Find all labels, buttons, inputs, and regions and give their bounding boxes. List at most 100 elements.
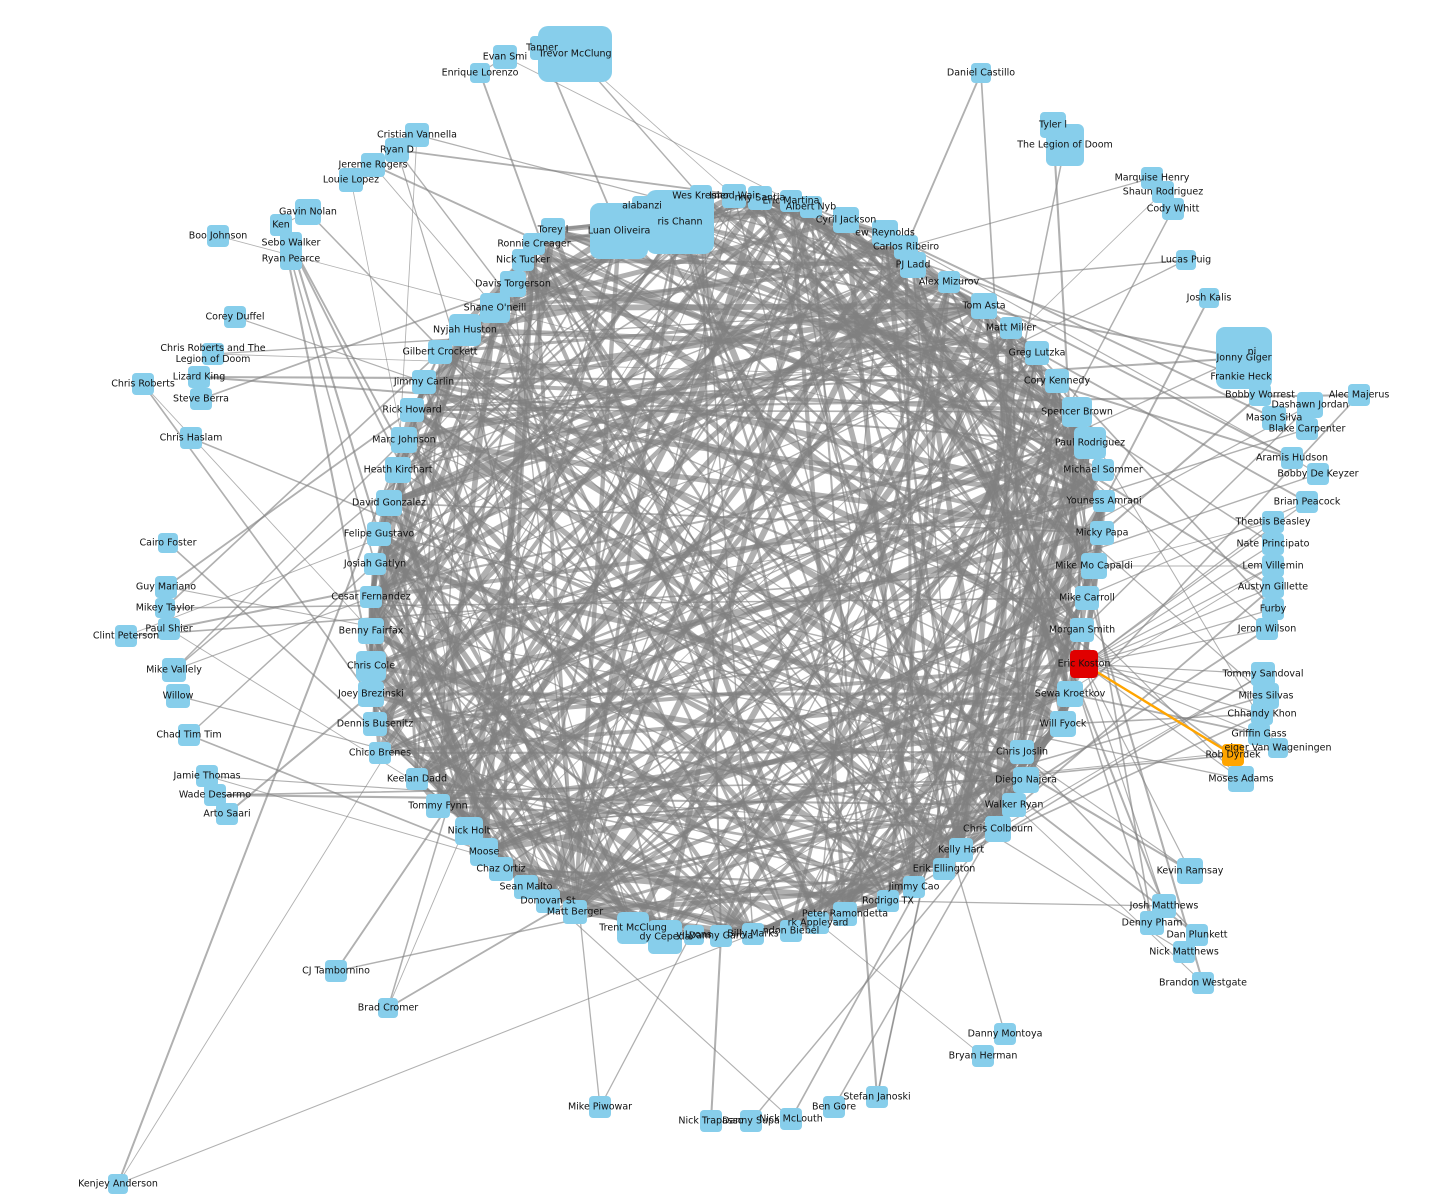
graph-node[interactable] [1045, 369, 1069, 393]
graph-node[interactable] [1262, 406, 1286, 430]
graph-node[interactable] [1062, 397, 1092, 427]
graph-node[interactable] [833, 207, 859, 233]
graph-node[interactable] [700, 1110, 722, 1132]
graph-node[interactable] [742, 923, 764, 945]
graph-node[interactable] [207, 225, 229, 247]
graph-node[interactable] [500, 271, 526, 297]
graph-node[interactable] [1090, 521, 1114, 545]
graph-node[interactable] [872, 220, 898, 246]
graph-node[interactable] [166, 684, 190, 708]
graph-node[interactable] [1256, 618, 1278, 640]
graph-node[interactable] [823, 1096, 845, 1118]
graph-node[interactable] [155, 598, 175, 618]
graph-node[interactable] [1057, 681, 1083, 707]
graph-node[interactable] [617, 912, 649, 944]
graph-node[interactable] [204, 784, 226, 806]
graph-node[interactable] [1173, 941, 1195, 963]
graph-node[interactable] [985, 816, 1011, 842]
graph-node[interactable] [938, 271, 960, 293]
graph-node[interactable] [780, 190, 802, 212]
graph-node[interactable] [378, 998, 398, 1018]
graph-node[interactable] [1297, 392, 1323, 418]
graph-node[interactable] [1192, 972, 1214, 994]
graph-node[interactable] [470, 63, 490, 83]
graph-node[interactable] [972, 1045, 994, 1067]
graph-node[interactable] [1245, 345, 1259, 359]
graph-node[interactable] [971, 293, 997, 319]
graph-node[interactable] [1186, 924, 1208, 946]
graph-node[interactable] [710, 925, 732, 947]
graph-node[interactable] [690, 185, 712, 207]
graph-node[interactable] [428, 340, 452, 364]
graph-node[interactable] [1176, 250, 1196, 270]
graph-node[interactable] [780, 920, 802, 942]
graph-node[interactable] [512, 249, 534, 271]
graph-node[interactable] [1262, 511, 1284, 533]
graph-node[interactable] [632, 196, 652, 216]
graph-node[interactable] [449, 314, 481, 346]
graph-node[interactable] [180, 427, 202, 449]
graph-node[interactable] [684, 925, 704, 945]
graph-node[interactable] [1046, 124, 1084, 166]
graph-node[interactable] [1140, 911, 1164, 935]
graph-node[interactable] [971, 63, 991, 83]
graph-node[interactable] [202, 343, 224, 365]
graph-node[interactable] [108, 1174, 128, 1194]
graph-node[interactable] [563, 900, 587, 924]
graph-node[interactable] [994, 1023, 1016, 1045]
graph-node[interactable] [158, 618, 180, 640]
graph-node[interactable] [514, 875, 538, 899]
graph-node[interactable] [1092, 459, 1114, 481]
graph-node[interactable] [364, 553, 386, 575]
graph-node[interactable] [807, 912, 829, 934]
graph-node[interactable] [115, 625, 137, 647]
graph-node[interactable] [162, 658, 186, 682]
graph-node[interactable] [406, 768, 428, 790]
graph-node[interactable] [412, 370, 436, 394]
graph-node[interactable] [1010, 740, 1034, 764]
graph-node[interactable] [530, 36, 554, 60]
graph-node[interactable] [541, 218, 565, 242]
graph-node[interactable] [360, 586, 382, 608]
graph-node[interactable] [376, 490, 402, 516]
graph-node[interactable] [1222, 744, 1244, 766]
graph-node[interactable] [356, 651, 386, 681]
graph-node[interactable] [1262, 576, 1284, 598]
graph-node[interactable] [216, 803, 238, 825]
graph-node[interactable] [361, 153, 385, 177]
graph-node[interactable] [358, 681, 384, 707]
graph-node[interactable] [358, 618, 384, 644]
graph-node[interactable] [1348, 384, 1370, 406]
graph-node[interactable] [1013, 767, 1039, 793]
graph-node[interactable] [489, 857, 513, 881]
graph-node[interactable] [426, 794, 450, 818]
graph-node[interactable] [325, 960, 347, 982]
graph-node[interactable] [1296, 418, 1318, 440]
graph-node[interactable] [1075, 586, 1099, 610]
graph-node[interactable] [190, 388, 212, 410]
graph-node[interactable] [188, 366, 210, 388]
graph-node[interactable] [648, 920, 682, 954]
graph-node[interactable] [877, 890, 899, 912]
graph-node[interactable] [405, 123, 429, 147]
graph-node[interactable] [1262, 533, 1284, 555]
graph-node[interactable] [722, 184, 746, 208]
graph-node[interactable] [1296, 491, 1318, 513]
graph-node[interactable] [1262, 555, 1284, 577]
graph-node[interactable] [1177, 858, 1203, 884]
graph-node[interactable] [903, 876, 925, 898]
graph-node[interactable] [1050, 711, 1076, 737]
graph-node[interactable] [1000, 317, 1022, 339]
graph-node[interactable] [158, 533, 178, 553]
graph-node[interactable] [1251, 662, 1275, 686]
graph-node[interactable] [385, 138, 409, 162]
graph-node[interactable] [1281, 447, 1303, 469]
graph-node[interactable] [833, 902, 857, 926]
graph-node[interactable] [800, 196, 822, 218]
graph-node[interactable] [385, 457, 411, 483]
graph-node[interactable] [1070, 650, 1098, 678]
graph-node[interactable] [196, 765, 218, 787]
graph-node[interactable] [1307, 463, 1329, 485]
graph-node[interactable] [748, 186, 772, 210]
